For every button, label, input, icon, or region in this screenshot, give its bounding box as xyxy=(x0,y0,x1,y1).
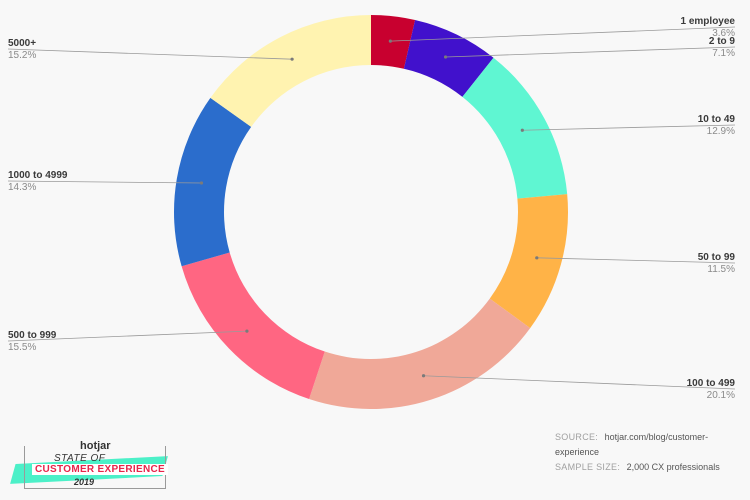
slice-label-3: 50 to 99 xyxy=(698,252,736,263)
leader-line-5 xyxy=(7,330,247,342)
leader-dot-1 xyxy=(443,55,448,59)
source-key: SOURCE: xyxy=(555,432,599,442)
leader-dot-5 xyxy=(245,329,249,333)
leader-line-0 xyxy=(390,26,736,42)
sample-size-value: 2,000 CX professionals xyxy=(626,462,720,472)
slice-label-6: 1000 to 4999 xyxy=(8,170,68,181)
slice-percent-1: 7.1% xyxy=(712,48,735,59)
donut-slice-3 xyxy=(489,194,568,329)
leader-dot-3 xyxy=(535,256,539,260)
slice-percent-5: 15.5% xyxy=(8,342,36,353)
logo-line-1: STATE OF xyxy=(54,453,106,464)
leader-dot-0 xyxy=(388,39,392,43)
report-logo: hotjar STATE OF CUSTOMER EXPERIENCE 2019 xyxy=(10,440,175,492)
slice-label-5: 500 to 999 xyxy=(8,330,57,341)
leader-dot-7 xyxy=(290,57,294,61)
leader-line-7 xyxy=(7,48,293,60)
logo-brand: hotjar xyxy=(77,440,114,452)
leader-line-4 xyxy=(423,375,736,390)
donut-slice-2 xyxy=(462,57,568,199)
slice-label-2: 10 to 49 xyxy=(698,114,736,125)
slice-percent-2: 12.9% xyxy=(707,126,735,137)
sample-size-key: SAMPLE SIZE: xyxy=(555,462,621,472)
donut-slice-7 xyxy=(210,14,371,127)
donut-slice-0 xyxy=(371,15,416,69)
source-value: hotjar.com/blog/customer-experience xyxy=(555,432,709,457)
slice-percent-0: 3.6% xyxy=(712,28,735,39)
donut-slice-5 xyxy=(181,252,325,400)
logo-line-2: CUSTOMER EXPERIENCE xyxy=(32,464,168,475)
leader-line-2 xyxy=(522,124,736,131)
donut-slice-6 xyxy=(174,97,252,267)
slice-percent-7: 15.2% xyxy=(8,50,36,61)
slice-label-0: 1 employee xyxy=(681,16,736,27)
donut-slice-4 xyxy=(309,298,531,409)
leader-line-1 xyxy=(445,46,736,58)
sample-size-line: SAMPLE SIZE: 2,000 CX professionals xyxy=(555,460,750,475)
logo-line-3: 2019 xyxy=(74,477,95,487)
source-line: SOURCE: hotjar.com/blog/customer-experie… xyxy=(555,430,750,460)
slice-label-1: 2 to 9 xyxy=(709,36,736,47)
slice-percent-4: 20.1% xyxy=(707,390,735,401)
slice-label-7: 5000+ xyxy=(8,38,36,49)
leader-line-3 xyxy=(536,257,736,264)
leader-dot-6 xyxy=(199,181,204,185)
slice-percent-6: 14.3% xyxy=(8,182,36,193)
leader-dot-2 xyxy=(520,128,524,132)
leader-dot-4 xyxy=(421,374,426,378)
slice-label-4: 100 to 499 xyxy=(687,378,736,389)
slice-percent-3: 11.5% xyxy=(707,264,735,275)
leader-line-6 xyxy=(7,180,202,184)
chart-footer: SOURCE: hotjar.com/blog/customer-experie… xyxy=(555,430,750,475)
donut-slice-1 xyxy=(403,19,494,97)
